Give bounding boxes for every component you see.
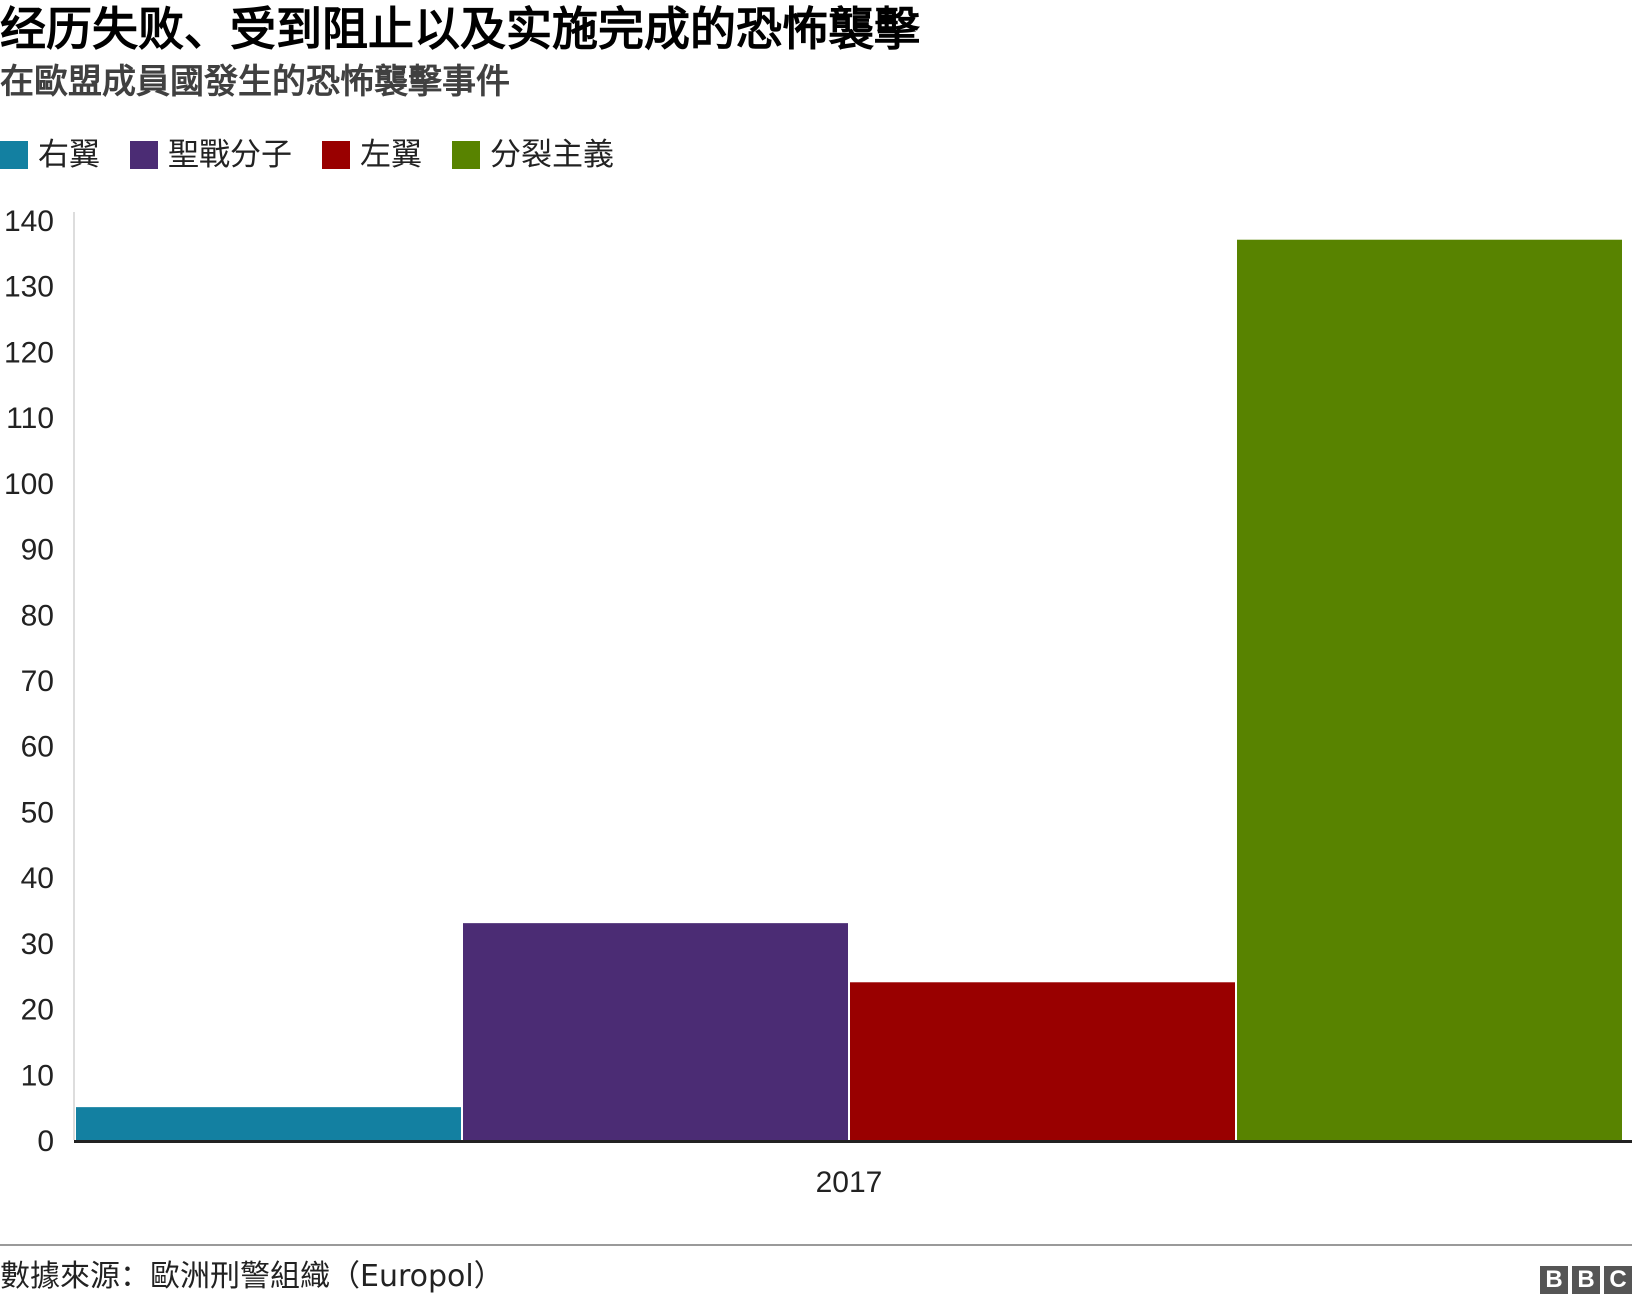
bbc-logo-letter: B — [1572, 1266, 1600, 1294]
bbc-logo-letter: B — [1540, 1266, 1568, 1294]
y-tick-label: 10 — [21, 1059, 54, 1092]
y-tick-label: 50 — [21, 796, 54, 829]
bar — [463, 923, 848, 1140]
legend-swatch-right-wing — [0, 141, 28, 169]
y-tick-label: 90 — [21, 534, 54, 567]
y-tick-label: 100 — [4, 468, 54, 501]
legend-item-left-wing: 左翼 — [322, 135, 422, 175]
legend-item-separatist: 分裂主義 — [452, 135, 614, 175]
chart-subtitle: 在歐盟成員國發生的恐怖襲擊事件 — [0, 62, 510, 102]
footer-divider — [0, 1244, 1632, 1246]
bar-chart: 0 10 20 30 40 50 60 70 80 90 100 110 120 130 140 2017 — [4, 205, 1632, 1199]
legend-item-jihadist: 聖戰分子 — [130, 135, 292, 175]
source-note: 數據來源：歐洲刑警組織（Europol） — [0, 1259, 504, 1294]
legend-swatch-separatist — [452, 141, 480, 169]
legend: 右翼 聖戰分子 左翼 分裂主義 — [0, 133, 644, 177]
legend-swatch-left-wing — [322, 141, 350, 169]
x-tick-label: 2017 — [816, 1166, 883, 1199]
y-tick-label: 60 — [21, 731, 54, 764]
legend-label-right-wing: 右翼 — [38, 137, 100, 173]
y-tick-label: 80 — [21, 599, 54, 632]
y-tick-label: 40 — [21, 862, 54, 895]
y-tick-label: 140 — [4, 205, 54, 238]
chart-title: 经历失败、受到阻止以及实施完成的恐怖襲擊 — [0, 2, 920, 56]
legend-label-separatist: 分裂主義 — [490, 137, 614, 173]
y-tick-label: 110 — [6, 402, 54, 435]
y-tick-label: 20 — [21, 994, 54, 1027]
bar — [850, 982, 1235, 1140]
legend-swatch-jihadist — [130, 141, 158, 169]
bar — [1237, 239, 1622, 1140]
y-tick-label: 120 — [4, 336, 54, 369]
bbc-logo: B B C — [1540, 1266, 1632, 1294]
y-tick-label: 70 — [21, 665, 54, 698]
y-tick-label: 30 — [21, 928, 54, 961]
y-tick-label: 0 — [37, 1125, 54, 1158]
legend-item-right-wing: 右翼 — [0, 135, 100, 175]
y-tick-label: 130 — [4, 271, 54, 304]
legend-label-jihadist: 聖戰分子 — [168, 137, 292, 173]
bbc-logo-letter: C — [1604, 1266, 1632, 1294]
bar — [76, 1107, 461, 1140]
legend-label-left-wing: 左翼 — [360, 137, 422, 173]
